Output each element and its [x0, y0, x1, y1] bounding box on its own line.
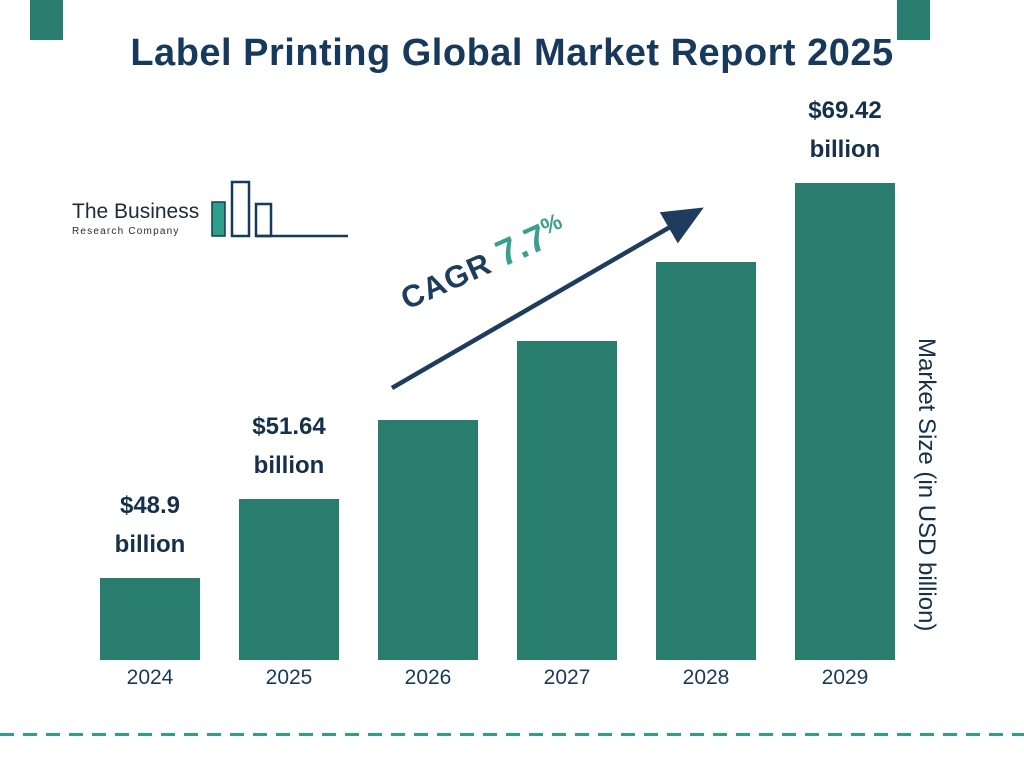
bar-2026 — [378, 420, 478, 660]
decorative-corner-right — [897, 0, 930, 40]
company-logo: The Business Research Company — [72, 180, 348, 260]
decorative-corner-left — [30, 0, 63, 40]
value-label-2029: $69.42 billion — [808, 97, 882, 163]
chart-title: Label Printing Global Market Report 2025 — [130, 32, 894, 74]
value-label-2025: $51.64 billion — [252, 413, 326, 479]
x-tick-2026: 2026 — [404, 666, 452, 689]
bar-2027 — [517, 341, 617, 660]
y-axis-label: Market Size (in USD billion) — [913, 338, 940, 632]
logo-text-line2: Research Company — [72, 226, 180, 237]
bar-2029 — [795, 183, 895, 660]
logo-text-line1: The Business — [72, 200, 200, 223]
bar-2028 — [656, 262, 756, 660]
x-tick-2027: 2027 — [543, 666, 591, 689]
bottom-dashed-divider — [0, 733, 1024, 736]
bar-2024 — [100, 578, 200, 660]
x-tick-2024: 2024 — [126, 666, 174, 689]
value-label-2024: $48.9 billion — [114, 492, 186, 558]
x-tick-2025: 2025 — [265, 666, 313, 689]
x-tick-2028: 2028 — [682, 666, 730, 689]
logo-barchart-icon — [200, 178, 350, 244]
x-tick-2029: 2029 — [821, 666, 869, 689]
bar-2025 — [239, 499, 339, 660]
